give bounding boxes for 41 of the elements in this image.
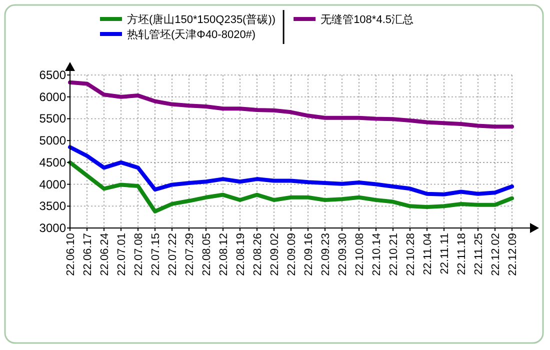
x-tick-label: 22.09.09 [286,233,298,276]
x-tick-label: 22.07.01 [116,233,128,276]
legend-label: 热轧管坯(天津Φ40-8020#) [127,28,256,41]
x-tick-label: 22.07.29 [184,233,196,276]
x-tick-label: 22.10.08 [354,233,366,276]
legend-label: 无缝管108*4.5汇总 [320,13,414,26]
y-tick-label: 4000 [39,177,66,192]
y-tick-label: 6500 [39,68,66,82]
line-series [68,145,514,196]
x-tick-label: 22.06.17 [82,233,94,276]
x-tick-label: 22.09.23 [320,233,332,276]
x-tick-label: 22.07.08 [133,233,145,276]
line-series [68,80,514,129]
x-tick-label: 22.08.26 [252,233,264,276]
x-tick-label: 22.11.04 [422,233,434,276]
x-tick-label: 22.07.22 [167,233,179,276]
x-tick-label: 22.12.09 [507,233,519,276]
y-tick-label: 4500 [39,155,66,170]
x-tick-label: 22.08.12 [218,233,230,276]
x-tick-label: 22.10.28 [405,233,417,276]
x-tick-label: 22.11.25 [473,233,485,276]
x-tick-label: 22.10.14 [371,233,383,276]
x-tick-label: 22.12.02 [490,233,502,276]
legend-label: 方坯(唐山150*150Q235(普碳)) [127,13,276,26]
x-tick-label: 22.09.30 [337,233,349,276]
x-tick-label: 22.11.11 [439,233,451,274]
x-tick-label: 22.11.18 [456,233,468,276]
x-tick-label: 22.07.15 [150,233,162,276]
y-tick-label: 3500 [39,199,66,214]
y-tick-label: 6000 [39,90,66,104]
y-tick-label: 3000 [39,221,66,235]
x-tick-label: 22.09.02 [269,233,281,276]
x-tick-label: 22.08.19 [235,233,247,276]
x-tick-label: 22.06.10 [65,233,77,276]
line-series [68,160,514,214]
y-tick-label: 5500 [39,112,66,126]
x-tick-label: 22.08.05 [201,233,213,276]
x-tick-label: 22.10.21 [388,233,400,276]
y-tick-label: 5000 [39,134,66,148]
x-tick-label: 22.06.24 [99,233,111,276]
x-tick-label: 22.09.16 [303,233,315,276]
